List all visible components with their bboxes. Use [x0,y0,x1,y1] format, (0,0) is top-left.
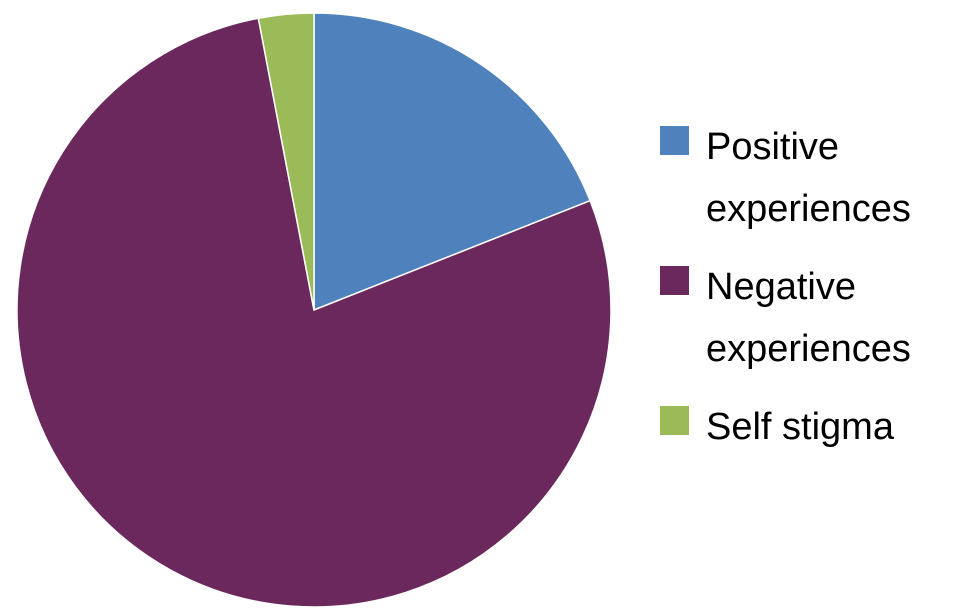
legend-swatch-positive-experiences [660,126,689,155]
chart-legend: Positive experiences Negative experience… [660,116,960,474]
legend-label-positive-line-2: experiences [706,188,911,230]
legend-label-negative-line-2: experiences [706,328,911,370]
legend-item-positive-experiences: Positive experiences [660,116,960,240]
legend-label-self-stigma-line-1: Self stigma [706,406,894,448]
legend-swatch-negative-experiences [660,266,689,295]
pie-slice-positive-experiences [313,12,591,311]
legend-item-negative-experiences: Negative experiences [660,256,960,380]
legend-swatch-self-stigma [660,406,689,435]
legend-label-negative-line-1: Negative [706,266,856,308]
pie-slice-negative-experiences [16,17,612,608]
legend-item-self-stigma: Self stigma [660,396,960,458]
pie-slice-self-stigma [257,12,315,311]
legend-label-positive-line-1: Positive [706,126,840,168]
